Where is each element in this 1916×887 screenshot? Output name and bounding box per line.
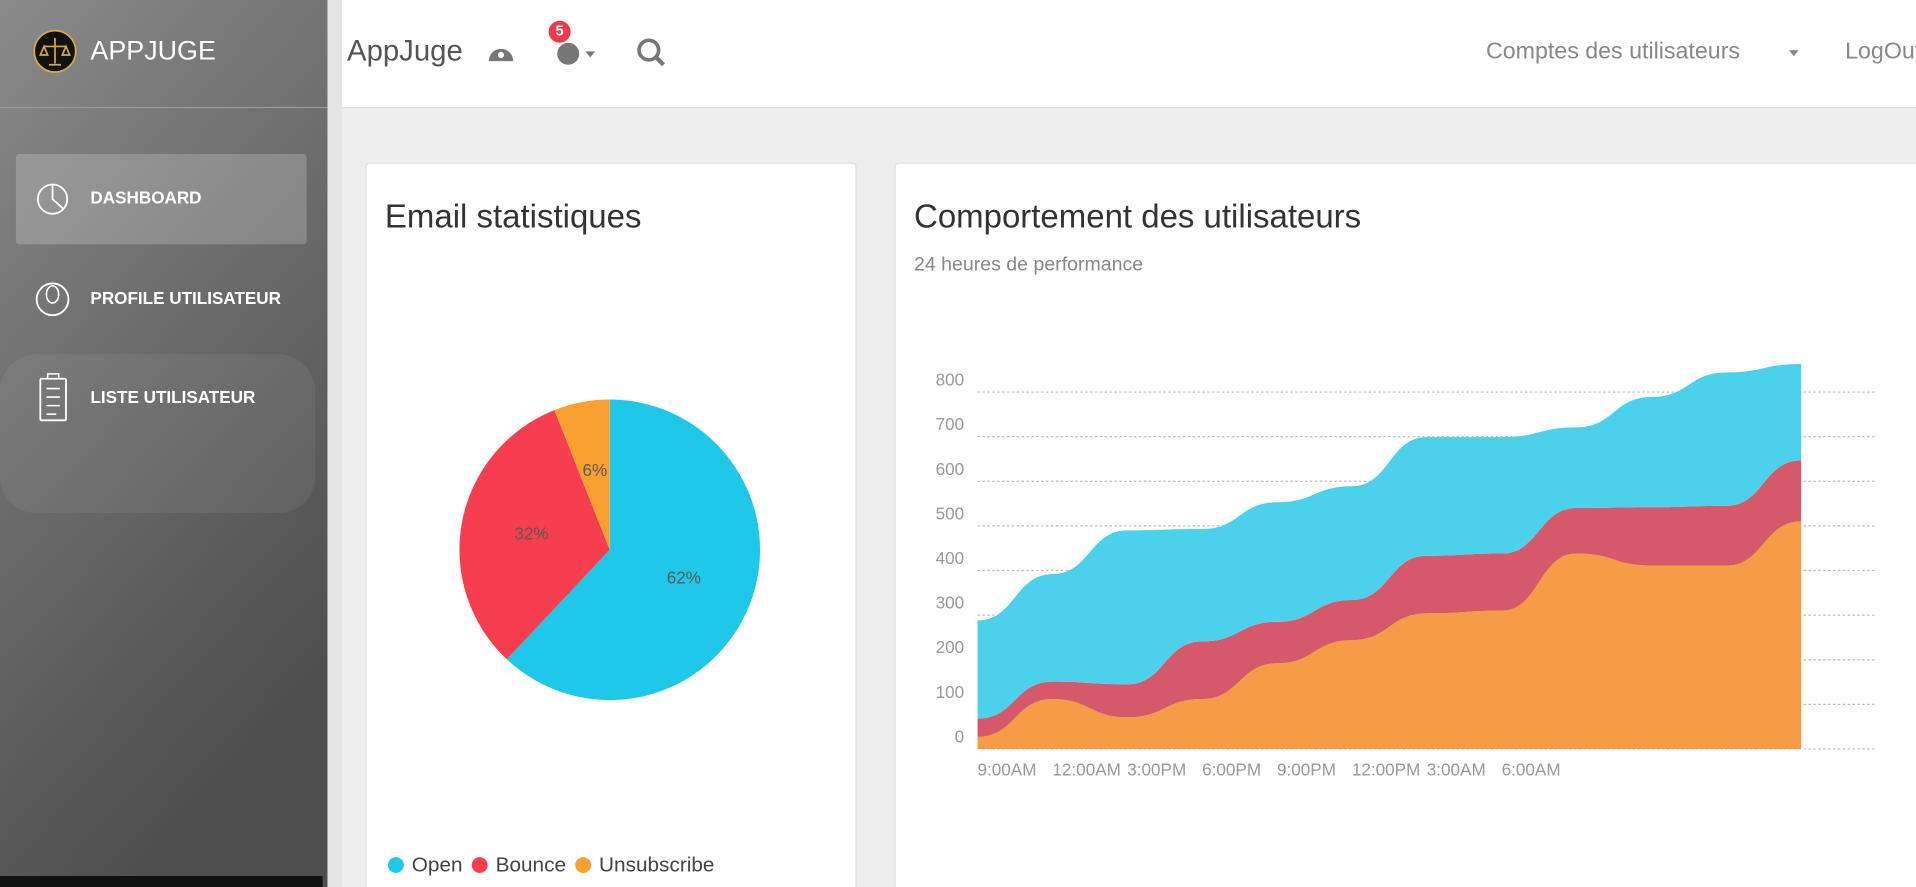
x-tick-label: 12:00AM — [1052, 760, 1120, 779]
notification-badge — [548, 20, 571, 43]
globe-icon[interactable] — [557, 42, 580, 65]
plots: 62% 32% 6% Open Bounce Unsubscribe 0 100 200 300 4… — [387, 363, 1876, 877]
list-icon — [46, 373, 60, 415]
x-tick-label: 3:00PM — [1127, 760, 1186, 779]
legend-swatch — [387, 857, 404, 873]
active-menu-bg — [15, 153, 307, 245]
notification-count: 5 — [556, 24, 564, 40]
legend-label: Bounce — [496, 854, 566, 877]
logo-icon — [39, 37, 71, 66]
area-series — [977, 460, 1802, 737]
y-tick-label: 600 — [936, 460, 965, 479]
profile-icon — [45, 285, 60, 304]
x-tick-label: 12:00PM — [1352, 760, 1420, 779]
dashboard-icon — [51, 184, 65, 210]
account-menu[interactable]: Comptes des utilisateurs — [1486, 38, 1740, 64]
search-icon[interactable] — [637, 38, 661, 62]
list-icon — [39, 377, 67, 422]
x-tick-label: 3:00AM — [1427, 760, 1486, 779]
y-tick-label: 700 — [936, 415, 965, 434]
profile-icon — [35, 282, 70, 317]
search-icon — [654, 55, 666, 67]
x-tick-label: 9:00PM — [1277, 760, 1336, 779]
card-title: Comportement des utilisateurs — [914, 197, 1361, 234]
x-tick-label: 9:00AM — [978, 760, 1037, 779]
navbar-brand[interactable]: AppJuge — [347, 34, 463, 67]
menu-item[interactable]: PROFILE UTILISATEUR — [90, 289, 281, 308]
separator — [327, 0, 343, 887]
dropdown-caret[interactable] — [1788, 50, 1799, 57]
y-tick-label: 300 — [936, 594, 965, 613]
logout-link[interactable]: LogOut — [1845, 38, 1916, 64]
x-tick-label: 6:00PM — [1202, 760, 1261, 779]
area-series — [977, 521, 1802, 749]
slice-label: 6% — [582, 461, 607, 480]
x-tick-label: 6:00AM — [1502, 760, 1561, 779]
legend-swatch — [575, 857, 592, 873]
y-tick-label: 0 — [955, 727, 965, 746]
legend-swatch — [471, 857, 488, 873]
sidebar-decor — [0, 354, 316, 514]
pie-slice — [554, 399, 610, 550]
card-subtitle: 24 heures de performance — [914, 253, 1143, 275]
y-tick-label: 100 — [936, 683, 965, 702]
dropdown-caret — [585, 51, 596, 58]
pie-slice — [459, 410, 610, 660]
pie-slice — [506, 399, 761, 701]
slice-label: 32% — [514, 524, 548, 543]
card-title: Email statistiques — [385, 197, 642, 234]
y-tick-label: 200 — [936, 638, 965, 657]
menu-item[interactable]: DASHBOARD — [90, 189, 201, 208]
legend-label: Unsubscribe — [599, 854, 714, 877]
sidebar-brand[interactable]: APPJUGE — [90, 36, 215, 66]
y-tick-label: 400 — [936, 549, 965, 568]
sidebar — [0, 0, 328, 887]
slice-label: 62% — [667, 569, 701, 588]
y-tick-label: 800 — [936, 371, 965, 390]
y-tick-label: 500 — [936, 504, 965, 523]
area-series — [977, 363, 1802, 719]
dashboard-nav-icon — [497, 51, 505, 59]
menu-item[interactable]: LISTE UTILISATEUR — [90, 388, 255, 407]
legend-label: Open — [412, 854, 463, 877]
sidebar-bottom — [0, 876, 323, 887]
navbar — [342, 0, 1916, 108]
